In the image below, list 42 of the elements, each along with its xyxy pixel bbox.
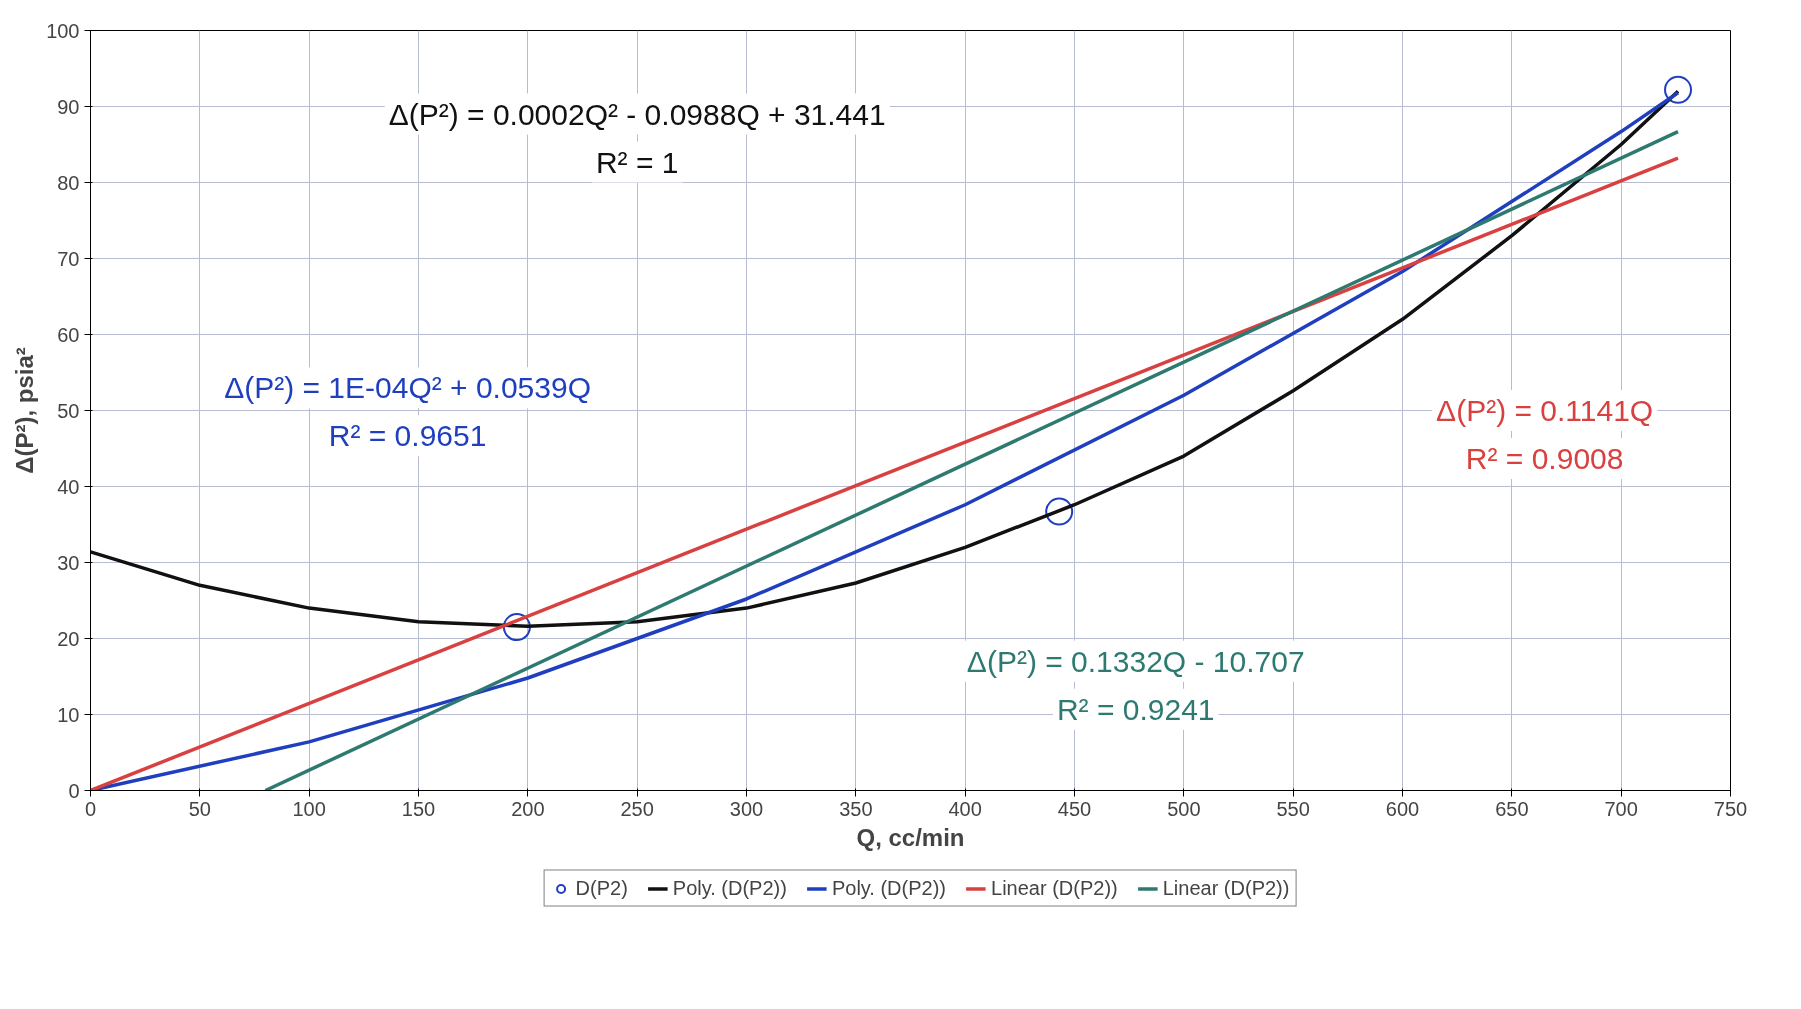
annotation: Δ(P²) = 0.0002Q² - 0.0988Q + 31.441 R² = 1 xyxy=(388,97,886,179)
point xyxy=(1045,497,1074,526)
y-tick-label: 60 xyxy=(57,323,80,346)
x-tick-label: 150 xyxy=(401,797,436,820)
y-tick-label: 10 xyxy=(57,703,80,726)
x-tick-label: 200 xyxy=(511,797,545,820)
point xyxy=(502,613,531,642)
y-tick-label: 50 xyxy=(57,399,80,422)
y-tick-label: 90 xyxy=(57,95,80,118)
point xyxy=(1664,75,1693,104)
y-tick-label: 70 xyxy=(57,247,80,270)
x-tick-label: 300 xyxy=(729,797,764,820)
legend-label: Linear (D(P2)) xyxy=(1162,876,1290,900)
x-tick-label: 0 xyxy=(84,797,97,820)
x-tick-label: 100 xyxy=(292,797,326,820)
annotation: Δ(P²) = 0.1332Q - 10.707 R² = 0.9241 xyxy=(966,644,1305,726)
y-tick-label: 80 xyxy=(57,171,80,194)
x-tick-label: 550 xyxy=(1276,797,1310,820)
legend-label: Poly. (D(P2)) xyxy=(831,876,947,900)
x-tick-label: 750 xyxy=(1713,797,1748,820)
y-tick-label: 100 xyxy=(46,19,80,42)
x-tick-label: 50 xyxy=(188,797,211,820)
x-tick-label: 400 xyxy=(948,797,982,820)
legend-label: D(P2) xyxy=(575,876,628,900)
x-tick-label: 350 xyxy=(839,797,873,820)
y-tick-label: 40 xyxy=(57,475,80,498)
legend-label: Poly. (D(P2)) xyxy=(672,876,787,900)
legend-label: Linear (D(P2)) xyxy=(991,876,1118,900)
annotation: Δ(P²) = 0.1141Q R² = 0.9008 xyxy=(1436,394,1654,475)
x-tick-label: 700 xyxy=(1604,797,1638,820)
y-tick-label: 30 xyxy=(57,551,80,574)
y-axis-title: Δ(P²), psia² xyxy=(11,347,39,474)
x-axis-title: Q, cc/min xyxy=(856,823,965,851)
x-tick-label: 500 xyxy=(1167,797,1201,820)
y-tick-label: 0 xyxy=(68,779,80,802)
annotation: Δ(P²) = 1E-04Q² + 0.0539Q R² = 0.9651 xyxy=(224,371,592,453)
x-tick-label: 450 xyxy=(1057,797,1092,820)
y-tick-label: 20 xyxy=(57,627,80,650)
line-series xyxy=(90,89,1680,629)
x-tick-label: 250 xyxy=(620,797,654,820)
x-tick-label: 650 xyxy=(1495,797,1529,820)
x-tick-label: 600 xyxy=(1385,797,1420,820)
